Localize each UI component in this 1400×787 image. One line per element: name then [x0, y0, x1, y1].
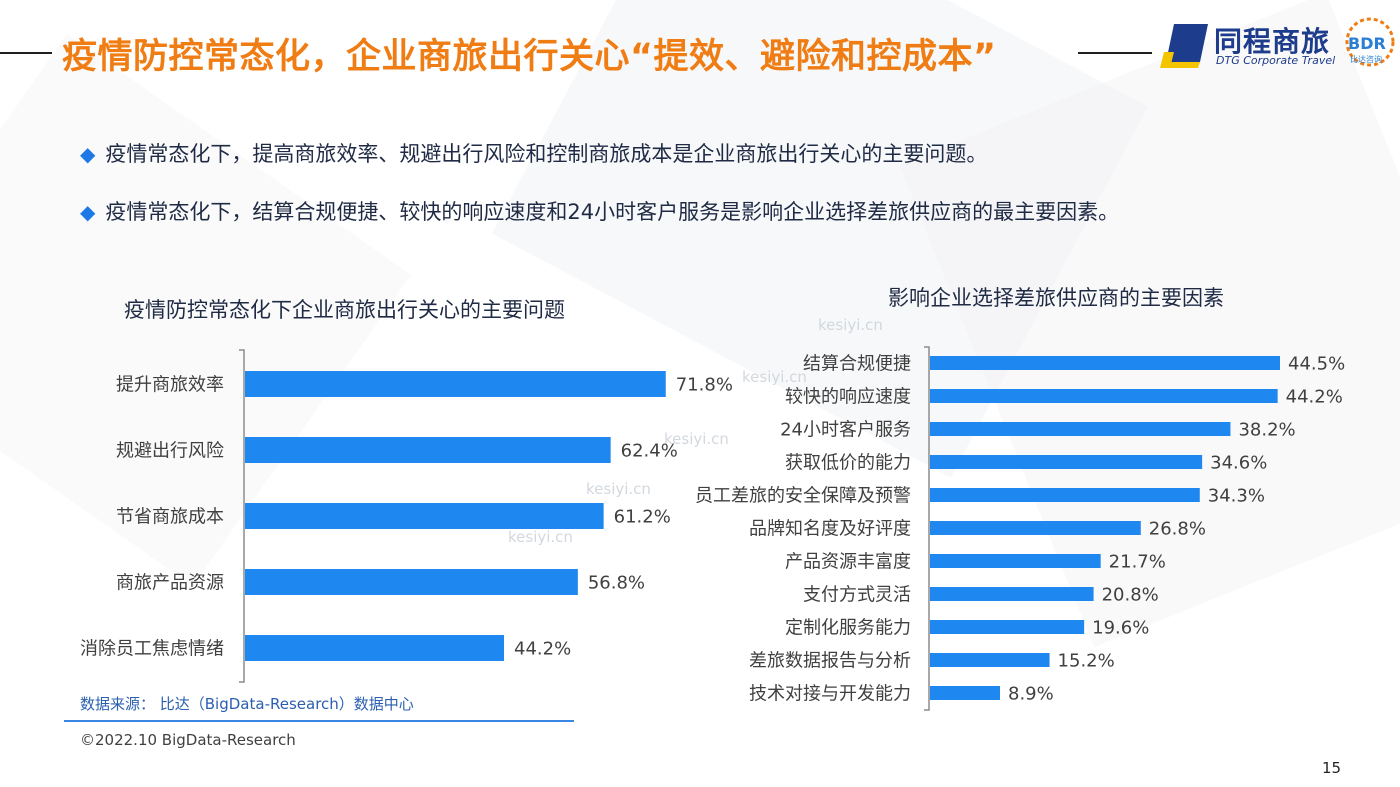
- left-chart-bar: [245, 503, 604, 529]
- left-chart-value-label: 61.2%: [614, 506, 671, 527]
- left-chart-bar: [245, 569, 578, 595]
- left-chart-value-label: 56.8%: [588, 572, 645, 593]
- right-chart-value-label: 26.8%: [1149, 518, 1206, 539]
- right-chart-value-label: 19.6%: [1092, 617, 1149, 638]
- watermark: kesiyi.cn: [586, 480, 651, 498]
- right-chart-category-label: 定制化服务能力: [785, 617, 911, 638]
- right-chart-category-label: 结算合规便捷: [803, 353, 911, 374]
- right-chart-bar: [930, 422, 1231, 436]
- bullet-point: ◆ 疫情常态化下，结算合规便捷、较快的响应速度和24小时客户服务是影响企业选择差旅…: [80, 196, 1119, 226]
- right-chart-category-label: 技术对接与开发能力: [749, 683, 911, 704]
- right-chart-value-label: 44.2%: [1286, 386, 1343, 407]
- right-chart-bar: [930, 521, 1141, 535]
- brand-logo: 同程商旅 DTG Corporate Travel BDR 比达咨询: [1158, 16, 1398, 76]
- bullet-text: 疫情常态化下，提高商旅效率、规避出行风险和控制商旅成本是企业商旅出行关心的主要问…: [105, 142, 988, 166]
- right-chart-value-label: 20.8%: [1102, 584, 1159, 605]
- right-chart-value-label: 38.2%: [1238, 419, 1295, 440]
- right-chart-category-label: 产品资源丰富度: [785, 551, 911, 572]
- left-chart-bar: [245, 635, 505, 661]
- bullet-text: 疫情常态化下，结算合规便捷、较快的响应速度和24小时客户服务是影响企业选择差旅供…: [105, 200, 1120, 224]
- left-chart-category-label: 提升商旅效率: [116, 374, 224, 395]
- right-chart-title: 影响企业选择差旅供应商的主要因素: [888, 286, 1224, 310]
- data-source: 数据来源： 比达（BigData-Research）数据中心: [80, 695, 414, 713]
- left-chart-bar: [245, 371, 666, 397]
- right-chart-value-label: 21.7%: [1109, 551, 1166, 572]
- right-chart-axis: [924, 346, 930, 711]
- right-chart-value-label: 34.6%: [1210, 452, 1267, 473]
- right-chart-bar: [930, 554, 1101, 568]
- right-chart-bar: [930, 653, 1050, 667]
- right-chart-bar: [930, 389, 1278, 403]
- page-number: 15: [1322, 759, 1342, 777]
- right-chart-bar: [930, 587, 1094, 601]
- left-chart-category-label: 规避出行风险: [116, 440, 224, 461]
- left-chart-bar: [245, 437, 611, 463]
- logo-text: 同程商旅: [1214, 25, 1331, 58]
- right-chart-value-label: 44.5%: [1288, 353, 1345, 374]
- title-rule-left: [0, 52, 52, 54]
- right-chart-category-label: 24小时客户服务: [780, 419, 911, 440]
- watermark: kesiyi.cn: [742, 368, 807, 386]
- right-chart-category-label: 差旅数据报告与分析: [749, 650, 911, 671]
- right-chart-category-label: 较快的响应速度: [785, 386, 911, 407]
- right-chart-bar: [930, 488, 1200, 502]
- left-chart-category-label: 消除员工焦虑情绪: [80, 638, 224, 659]
- watermark: kesiyi.cn: [664, 430, 729, 448]
- watermark: kesiyi.cn: [508, 528, 573, 546]
- right-chart-category-label: 员工差旅的安全保障及预警: [695, 485, 911, 506]
- left-chart-value-label: 62.4%: [621, 440, 678, 461]
- right-chart-category-label: 获取低价的能力: [785, 452, 911, 473]
- bullet-diamond-icon: ◆: [80, 200, 96, 224]
- right-chart-category-label: 品牌知名度及好评度: [749, 518, 911, 539]
- source-divider: [64, 720, 574, 722]
- right-chart-bar: [930, 455, 1203, 469]
- left-chart-category-label: 商旅产品资源: [116, 572, 224, 593]
- logo-subtitle: DTG Corporate Travel: [1216, 54, 1336, 67]
- right-chart-bar: [930, 686, 1000, 700]
- bdr-badge-subtitle: 比达咨询: [1350, 55, 1382, 64]
- right-chart-category-label: 支付方式灵活: [803, 584, 911, 605]
- page-title: 疫情防控常态化，企业商旅出行关心“提效、避险和控成本”: [62, 37, 997, 77]
- left-chart-category-label: 节省商旅成本: [116, 506, 224, 527]
- bdr-badge-icon: [1345, 17, 1395, 67]
- title-rule-right: [1078, 52, 1152, 54]
- left-chart-axis: [239, 349, 245, 683]
- copyright: ©2022.10 BigData-Research: [80, 731, 296, 749]
- left-chart-value-label: 44.2%: [514, 638, 571, 659]
- right-chart-bar: [930, 620, 1085, 634]
- left-chart-title: 疫情防控常态化下企业商旅出行关心的主要问题: [124, 298, 565, 322]
- watermark: kesiyi.cn: [818, 316, 883, 334]
- left-chart-value-label: 71.8%: [676, 374, 733, 395]
- bullet-point: ◆ 疫情常态化下，提高商旅效率、规避出行风险和控制商旅成本是企业商旅出行关心的主要…: [80, 138, 987, 168]
- right-chart-bar: [930, 356, 1280, 370]
- bdr-badge-text: BDR: [1348, 34, 1386, 53]
- right-chart-value-label: 8.9%: [1008, 683, 1054, 704]
- bullet-diamond-icon: ◆: [80, 142, 96, 166]
- right-chart-value-label: 15.2%: [1058, 650, 1115, 671]
- right-chart-value-label: 34.3%: [1208, 485, 1265, 506]
- logo-mark-icon: [1160, 24, 1208, 68]
